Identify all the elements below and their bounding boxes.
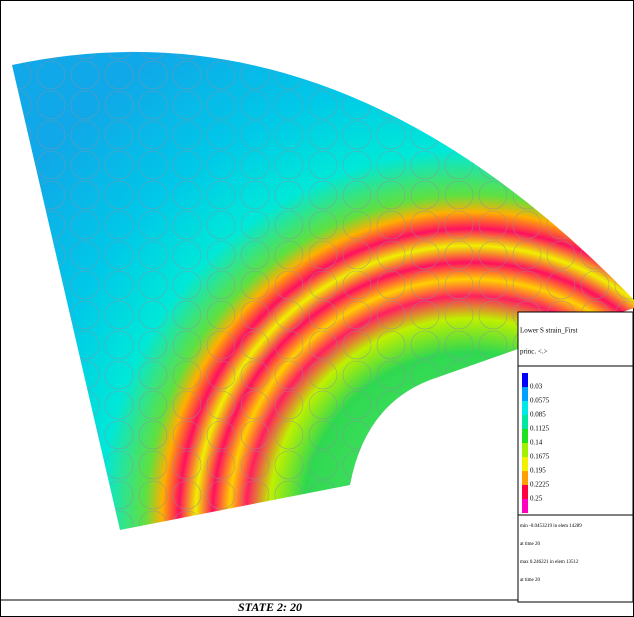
viewport: STATE 2: 20 Lower S strain_First princ. … [0,0,634,617]
legend-title: Lower S strain_First [520,327,578,335]
legend-stat: at time 20 [520,578,540,583]
legend-label: 0.085 [530,411,546,419]
state-label: STATE 2: 20 [238,600,302,614]
legend-swatch [522,457,528,471]
legend-stat: min -0.0453219 in elem 14289 [520,524,582,529]
legend-swatch [522,443,528,457]
legend-swatch [522,373,528,387]
legend-stat: at time 20 [520,542,540,547]
legend-label: 0.1675 [530,453,550,461]
legend-swatch [522,429,528,443]
legend-label: 0.0575 [530,397,550,405]
legend-label: 0.2225 [530,481,550,489]
legend-swatch [522,387,528,401]
legend-subtitle: princ. <.> [520,348,548,356]
legend-swatch [522,499,528,513]
legend-swatch [522,415,528,429]
legend-swatch [522,471,528,485]
legend-swatch [522,485,528,499]
legend-label: 0.195 [530,467,546,475]
legend-swatch [522,401,528,415]
legend-stat: max 0.246221 in elem 13512 [520,560,579,565]
legend-label: 0.03 [530,383,543,391]
legend-label: 0.1125 [530,425,549,433]
screen: STATE 2: 20 Lower S strain_First princ. … [0,0,634,617]
legend-label: 0.25 [530,495,543,503]
legend-label: 0.14 [530,439,543,447]
